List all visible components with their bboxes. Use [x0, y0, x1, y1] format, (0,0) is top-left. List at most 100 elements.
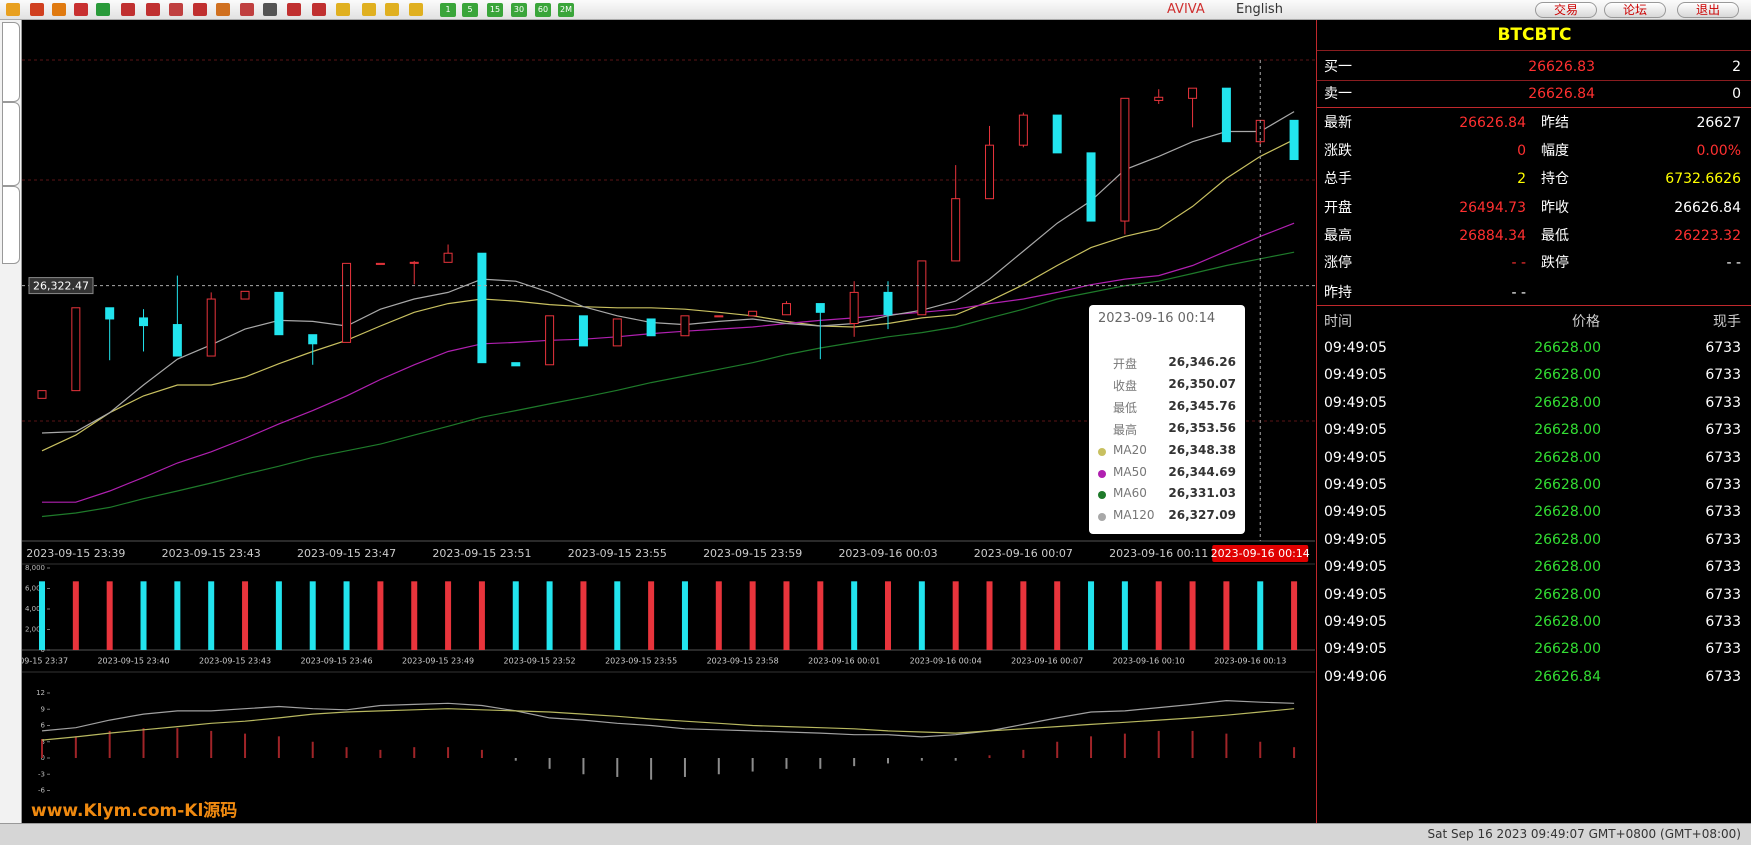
toolbar-icon[interactable] [52, 3, 66, 16]
volume-bar [174, 581, 181, 650]
tooltip-value: 26,344.69 [1168, 464, 1236, 479]
toolbar-icon[interactable] [146, 3, 160, 16]
candle-body [815, 303, 825, 313]
y-tick-label: 6,000 [25, 585, 45, 593]
period-button[interactable]: 2M [558, 3, 574, 17]
trade-cell: 09:49:05 [1324, 559, 1387, 576]
candle-body [477, 252, 487, 364]
x-tick-label: 2023-09-16 00:07 [974, 547, 1073, 560]
book-label: 卖一 [1324, 86, 1352, 102]
toolbar-icon[interactable] [240, 3, 254, 16]
trades-header: 现手 [1713, 314, 1741, 330]
tooltip-label: 最低 [1113, 400, 1138, 415]
book-price: 26626.83 [1528, 59, 1595, 75]
volume-bar [478, 581, 485, 650]
quote-label: 涨停 [1324, 255, 1352, 271]
trade-cell: 09:49:05 [1324, 449, 1387, 466]
quote-value: 0.00% [1696, 143, 1741, 159]
candle-body [105, 307, 115, 320]
x-tick-label: 2023-09-15 23:52 [504, 657, 576, 666]
period-button[interactable]: 5 [462, 3, 478, 17]
side-tab[interactable] [2, 22, 20, 102]
y-tick-label: 12 [36, 689, 45, 697]
trade-cell: 6733 [1705, 394, 1741, 411]
chart-area: 26,322.47 2023-09-15 23:39 2023-09-15 23:4… [22, 59, 1315, 795]
x-tick-label: 2023-09-15 23:39 [26, 547, 125, 560]
x-tick-label: 2023-09-15 23:40 [97, 657, 169, 666]
toolbar-icon[interactable] [312, 3, 326, 16]
book-label: 买一 [1324, 59, 1352, 75]
tooltip-value: 26,350.07 [1168, 376, 1236, 391]
candle-body [849, 291, 859, 325]
y-tick-label: 2,000 [25, 626, 45, 634]
toolbar-icon[interactable] [193, 3, 207, 16]
volume-bar [749, 581, 756, 650]
toolbar-icon[interactable] [385, 3, 399, 16]
candle-body [139, 317, 149, 327]
x-tick-label: 2023-09-15 23:55 [605, 657, 677, 666]
divider [1317, 107, 1751, 108]
toolbar-icon[interactable] [96, 3, 110, 16]
ma-line [41, 139, 1295, 452]
volume-bar [715, 581, 722, 650]
volume-bar [546, 581, 553, 650]
candle-body [172, 324, 182, 357]
tooltip-value: 26,345.76 [1168, 398, 1236, 413]
volume-bar [783, 581, 790, 650]
toolbar-icon[interactable] [169, 3, 183, 16]
candle-body [206, 298, 216, 357]
quote-label: 开盘 [1324, 200, 1352, 216]
quote-value: 2 [1517, 171, 1526, 187]
trade-cell: 09:49:05 [1324, 641, 1387, 658]
volume-bar [445, 581, 452, 650]
toolbar-icon[interactable] [74, 3, 88, 16]
toolbar-icon[interactable] [6, 3, 20, 16]
period-button[interactable]: 60 [535, 3, 551, 17]
toolbar-icon[interactable] [30, 3, 44, 16]
toolbar-icon[interactable] [336, 3, 350, 16]
book-size: 0 [1732, 86, 1741, 102]
toolbar-icon[interactable] [263, 3, 277, 16]
toolbar-icon[interactable] [287, 3, 301, 16]
toolbar-icon[interactable] [121, 3, 135, 16]
candle-body [680, 315, 690, 337]
toolbar-icon[interactable] [409, 3, 423, 16]
candle-body [71, 307, 81, 392]
trade-cell: 6733 [1705, 422, 1741, 439]
toolbar-icon[interactable] [362, 3, 376, 16]
candle-body [409, 261, 419, 264]
toolbar-button[interactable]: 交易 [1535, 2, 1597, 18]
volume-bar [580, 581, 587, 650]
toolbar-button[interactable]: 退出 [1677, 2, 1739, 18]
y-tick-label: 4,000 [25, 605, 45, 613]
y-tick-label: -6 [38, 787, 46, 795]
side-tab[interactable] [2, 186, 20, 264]
trade-cell: 6733 [1705, 559, 1741, 576]
x-tick-label: 2023-09-15 23:43 [199, 657, 271, 666]
volume-bar [1020, 581, 1027, 650]
quote-value: - - [1511, 285, 1526, 301]
period-button[interactable]: 15 [487, 3, 503, 17]
volume-bar [817, 581, 824, 650]
side-tab[interactable] [2, 102, 20, 186]
tooltip-value: 26,346.26 [1168, 355, 1236, 369]
volume-bar [377, 581, 384, 650]
trade-cell: 09:49:05 [1324, 422, 1387, 439]
candle-body [714, 315, 724, 318]
period-button[interactable]: 1 [440, 3, 456, 17]
side-tabs [0, 20, 22, 823]
toolbar-button[interactable]: 论坛 [1604, 2, 1666, 18]
x-tick-label: 2023-09-16 00:03 [838, 547, 937, 560]
trade-cell: 6733 [1705, 586, 1741, 603]
toolbar-icon[interactable] [216, 3, 230, 16]
trade-cell: 26628.00 [1534, 586, 1601, 603]
period-button[interactable]: 30 [511, 3, 527, 17]
brand: AVIVA [1167, 2, 1205, 17]
candle-body [37, 390, 47, 399]
candle-body [1154, 96, 1164, 101]
volume-bar [1257, 581, 1264, 650]
ma-line [41, 111, 1295, 434]
legend-dot [1098, 469, 1106, 478]
trade-cell: 09:49:05 [1324, 477, 1387, 493]
trade-cell: 26628.00 [1534, 614, 1601, 630]
